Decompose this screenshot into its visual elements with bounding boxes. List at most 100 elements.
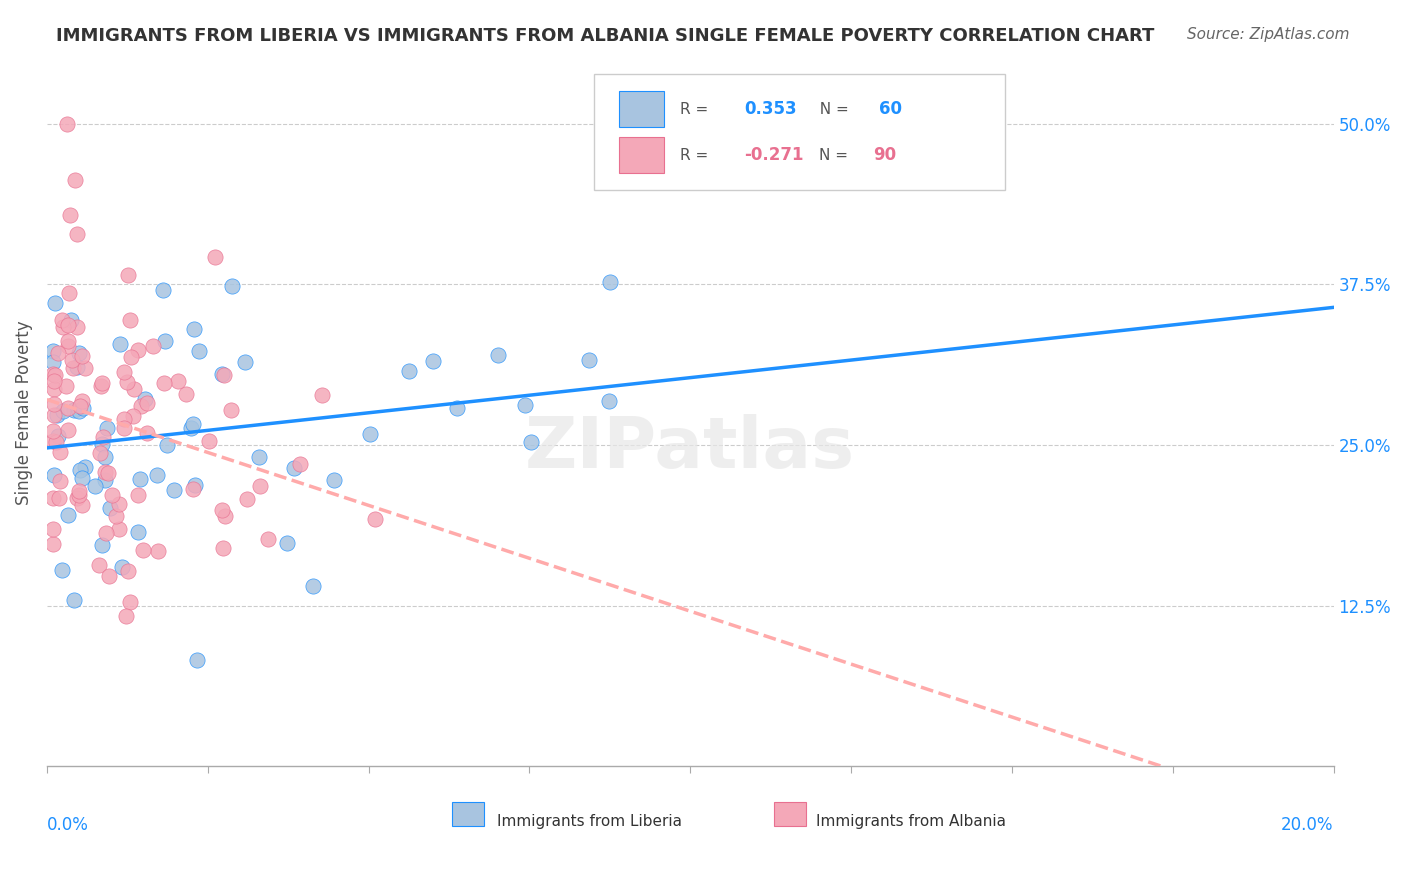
Text: -0.271: -0.271	[744, 146, 804, 164]
Point	[214, 508, 236, 523]
Point	[108, 522, 131, 536]
Point	[311, 387, 333, 401]
Point	[146, 544, 169, 558]
Point	[69, 345, 91, 359]
Point	[155, 438, 177, 452]
Point	[180, 421, 202, 435]
Point	[257, 533, 280, 547]
Point	[136, 396, 159, 410]
Point	[59, 208, 82, 222]
Point	[42, 397, 65, 411]
Point	[73, 360, 96, 375]
Point	[117, 268, 139, 283]
Point	[283, 461, 305, 475]
Point	[167, 375, 190, 389]
Point	[63, 592, 86, 607]
Point	[42, 424, 65, 438]
Text: R =: R =	[681, 102, 713, 117]
Point	[174, 387, 197, 401]
Point	[60, 352, 83, 367]
Point	[235, 491, 257, 506]
Bar	[773, 802, 806, 826]
Point	[75, 460, 97, 475]
Point	[163, 483, 186, 498]
Point	[204, 250, 226, 264]
Point	[69, 463, 91, 477]
Point	[221, 403, 243, 417]
Point	[46, 346, 69, 360]
Point	[152, 284, 174, 298]
Point	[44, 408, 66, 422]
Point	[45, 408, 67, 422]
Point	[63, 403, 86, 417]
Text: IMMIGRANTS FROM LIBERIA VS IMMIGRANTS FROM ALBANIA SINGLE FEMALE POVERTY CORRELA: IMMIGRANTS FROM LIBERIA VS IMMIGRANTS FR…	[56, 27, 1154, 45]
Point	[135, 426, 157, 441]
Point	[42, 491, 65, 505]
Point	[221, 279, 243, 293]
Point	[112, 421, 135, 435]
Point	[56, 401, 79, 415]
Point	[134, 392, 156, 406]
Point	[67, 488, 90, 502]
Point	[276, 536, 298, 550]
Point	[132, 543, 155, 558]
Point	[129, 471, 152, 485]
Point	[446, 401, 468, 416]
Point	[72, 349, 94, 363]
Point	[98, 501, 121, 516]
Point	[94, 473, 117, 487]
Point	[104, 509, 127, 524]
Point	[72, 401, 94, 415]
Point	[290, 457, 312, 471]
Point	[84, 479, 107, 493]
Point	[49, 445, 72, 459]
Point	[67, 483, 90, 498]
Point	[127, 487, 149, 501]
Point	[72, 498, 94, 512]
Point	[122, 409, 145, 423]
Point	[94, 450, 117, 464]
Point	[93, 429, 115, 443]
Bar	[453, 802, 484, 826]
Point	[120, 350, 142, 364]
Point	[152, 376, 174, 391]
Point	[515, 398, 537, 412]
Point	[58, 339, 80, 353]
Point	[127, 524, 149, 539]
Point	[42, 368, 65, 382]
Point	[42, 521, 65, 535]
Point	[70, 471, 93, 485]
Point	[63, 172, 86, 186]
Point	[44, 368, 66, 383]
Point	[122, 382, 145, 396]
Point	[55, 117, 77, 131]
Point	[94, 525, 117, 540]
Point	[110, 337, 132, 351]
Point	[153, 334, 176, 349]
Point	[91, 538, 114, 552]
Text: 60: 60	[879, 100, 903, 118]
Point	[233, 355, 256, 369]
Bar	[620, 137, 665, 173]
Bar	[620, 91, 665, 127]
Point	[422, 354, 444, 368]
Point	[211, 368, 233, 382]
Point	[49, 475, 72, 489]
Point	[42, 344, 65, 359]
Point	[188, 343, 211, 358]
Point	[211, 502, 233, 516]
Point	[115, 608, 138, 623]
Point	[44, 296, 66, 310]
Point	[87, 558, 110, 572]
Point	[323, 473, 346, 487]
Point	[67, 403, 90, 417]
FancyBboxPatch shape	[593, 74, 1005, 190]
Point	[118, 313, 141, 327]
Point	[42, 537, 65, 551]
Text: 90: 90	[873, 146, 896, 164]
Point	[42, 434, 65, 448]
Text: R =: R =	[681, 147, 713, 162]
Point	[66, 320, 89, 334]
Point	[46, 428, 69, 442]
Point	[100, 488, 122, 502]
